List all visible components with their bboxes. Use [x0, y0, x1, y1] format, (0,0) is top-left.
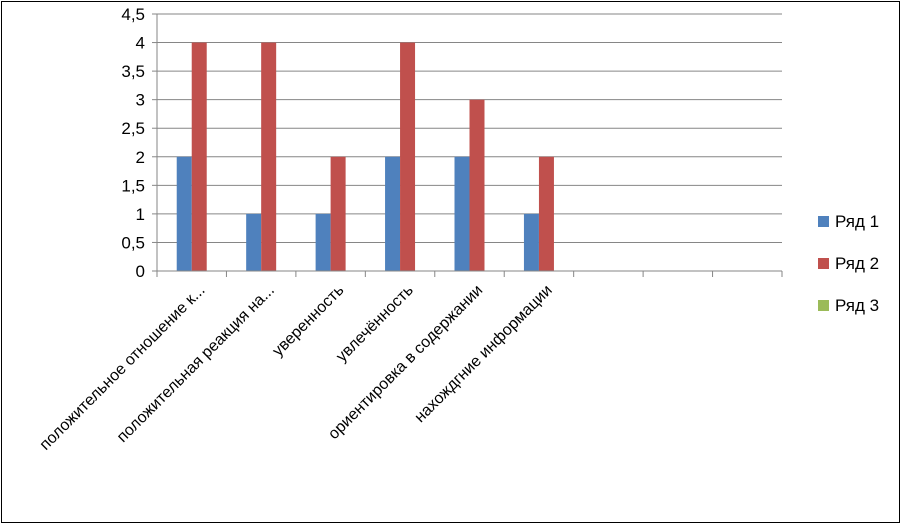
y-tick-label: 2,5 — [121, 119, 145, 138]
bar-ряд-2-0 — [191, 42, 207, 271]
x-category-label: уверенность — [269, 282, 347, 360]
bar-ряд-2-4 — [469, 99, 485, 272]
bar-ряд-1-2 — [315, 213, 331, 271]
legend-label: Ряд 3 — [835, 296, 879, 315]
legend-swatch — [818, 216, 829, 227]
bars — [176, 42, 554, 272]
bar-ряд-2-5 — [538, 156, 554, 271]
legend-swatch — [818, 258, 829, 269]
bar-ряд-2-3 — [400, 42, 416, 271]
bar-ряд-2-2 — [330, 156, 346, 271]
legend-label: Ряд 1 — [835, 212, 879, 231]
y-tick-label: 0 — [136, 262, 145, 281]
bar-ряд-1-1 — [246, 213, 262, 271]
y-tick-label: 1,5 — [121, 176, 145, 195]
bar-ряд-1-0 — [176, 156, 192, 271]
y-tick-label: 4,5 — [121, 5, 145, 24]
bar-ряд-1-5 — [523, 213, 539, 271]
y-tick-label: 0,5 — [121, 233, 145, 252]
bar-ряд-1-4 — [454, 156, 470, 271]
y-tick-label: 4 — [136, 34, 145, 53]
legend-label: Ряд 2 — [835, 254, 879, 273]
bar-ряд-2-1 — [261, 42, 277, 271]
y-tick-label: 3 — [136, 91, 145, 110]
legend: Ряд 1 Ряд 2 Ряд 3 — [818, 212, 879, 315]
y-tick-label: 2 — [136, 148, 145, 167]
bar-ряд-1-3 — [385, 156, 401, 271]
axes — [152, 13, 783, 277]
x-axis-category-labels: положительное отношение к...положительна… — [37, 282, 556, 454]
y-axis-tick-labels: 0 0,5 1 1,5 2 2,5 3 3,5 4 4,5 — [121, 5, 145, 281]
y-tick-label: 3,5 — [121, 62, 145, 81]
legend-swatch — [818, 300, 829, 311]
x-category-label: нахождгние информации — [412, 282, 556, 426]
y-tick-label: 1 — [136, 205, 145, 224]
